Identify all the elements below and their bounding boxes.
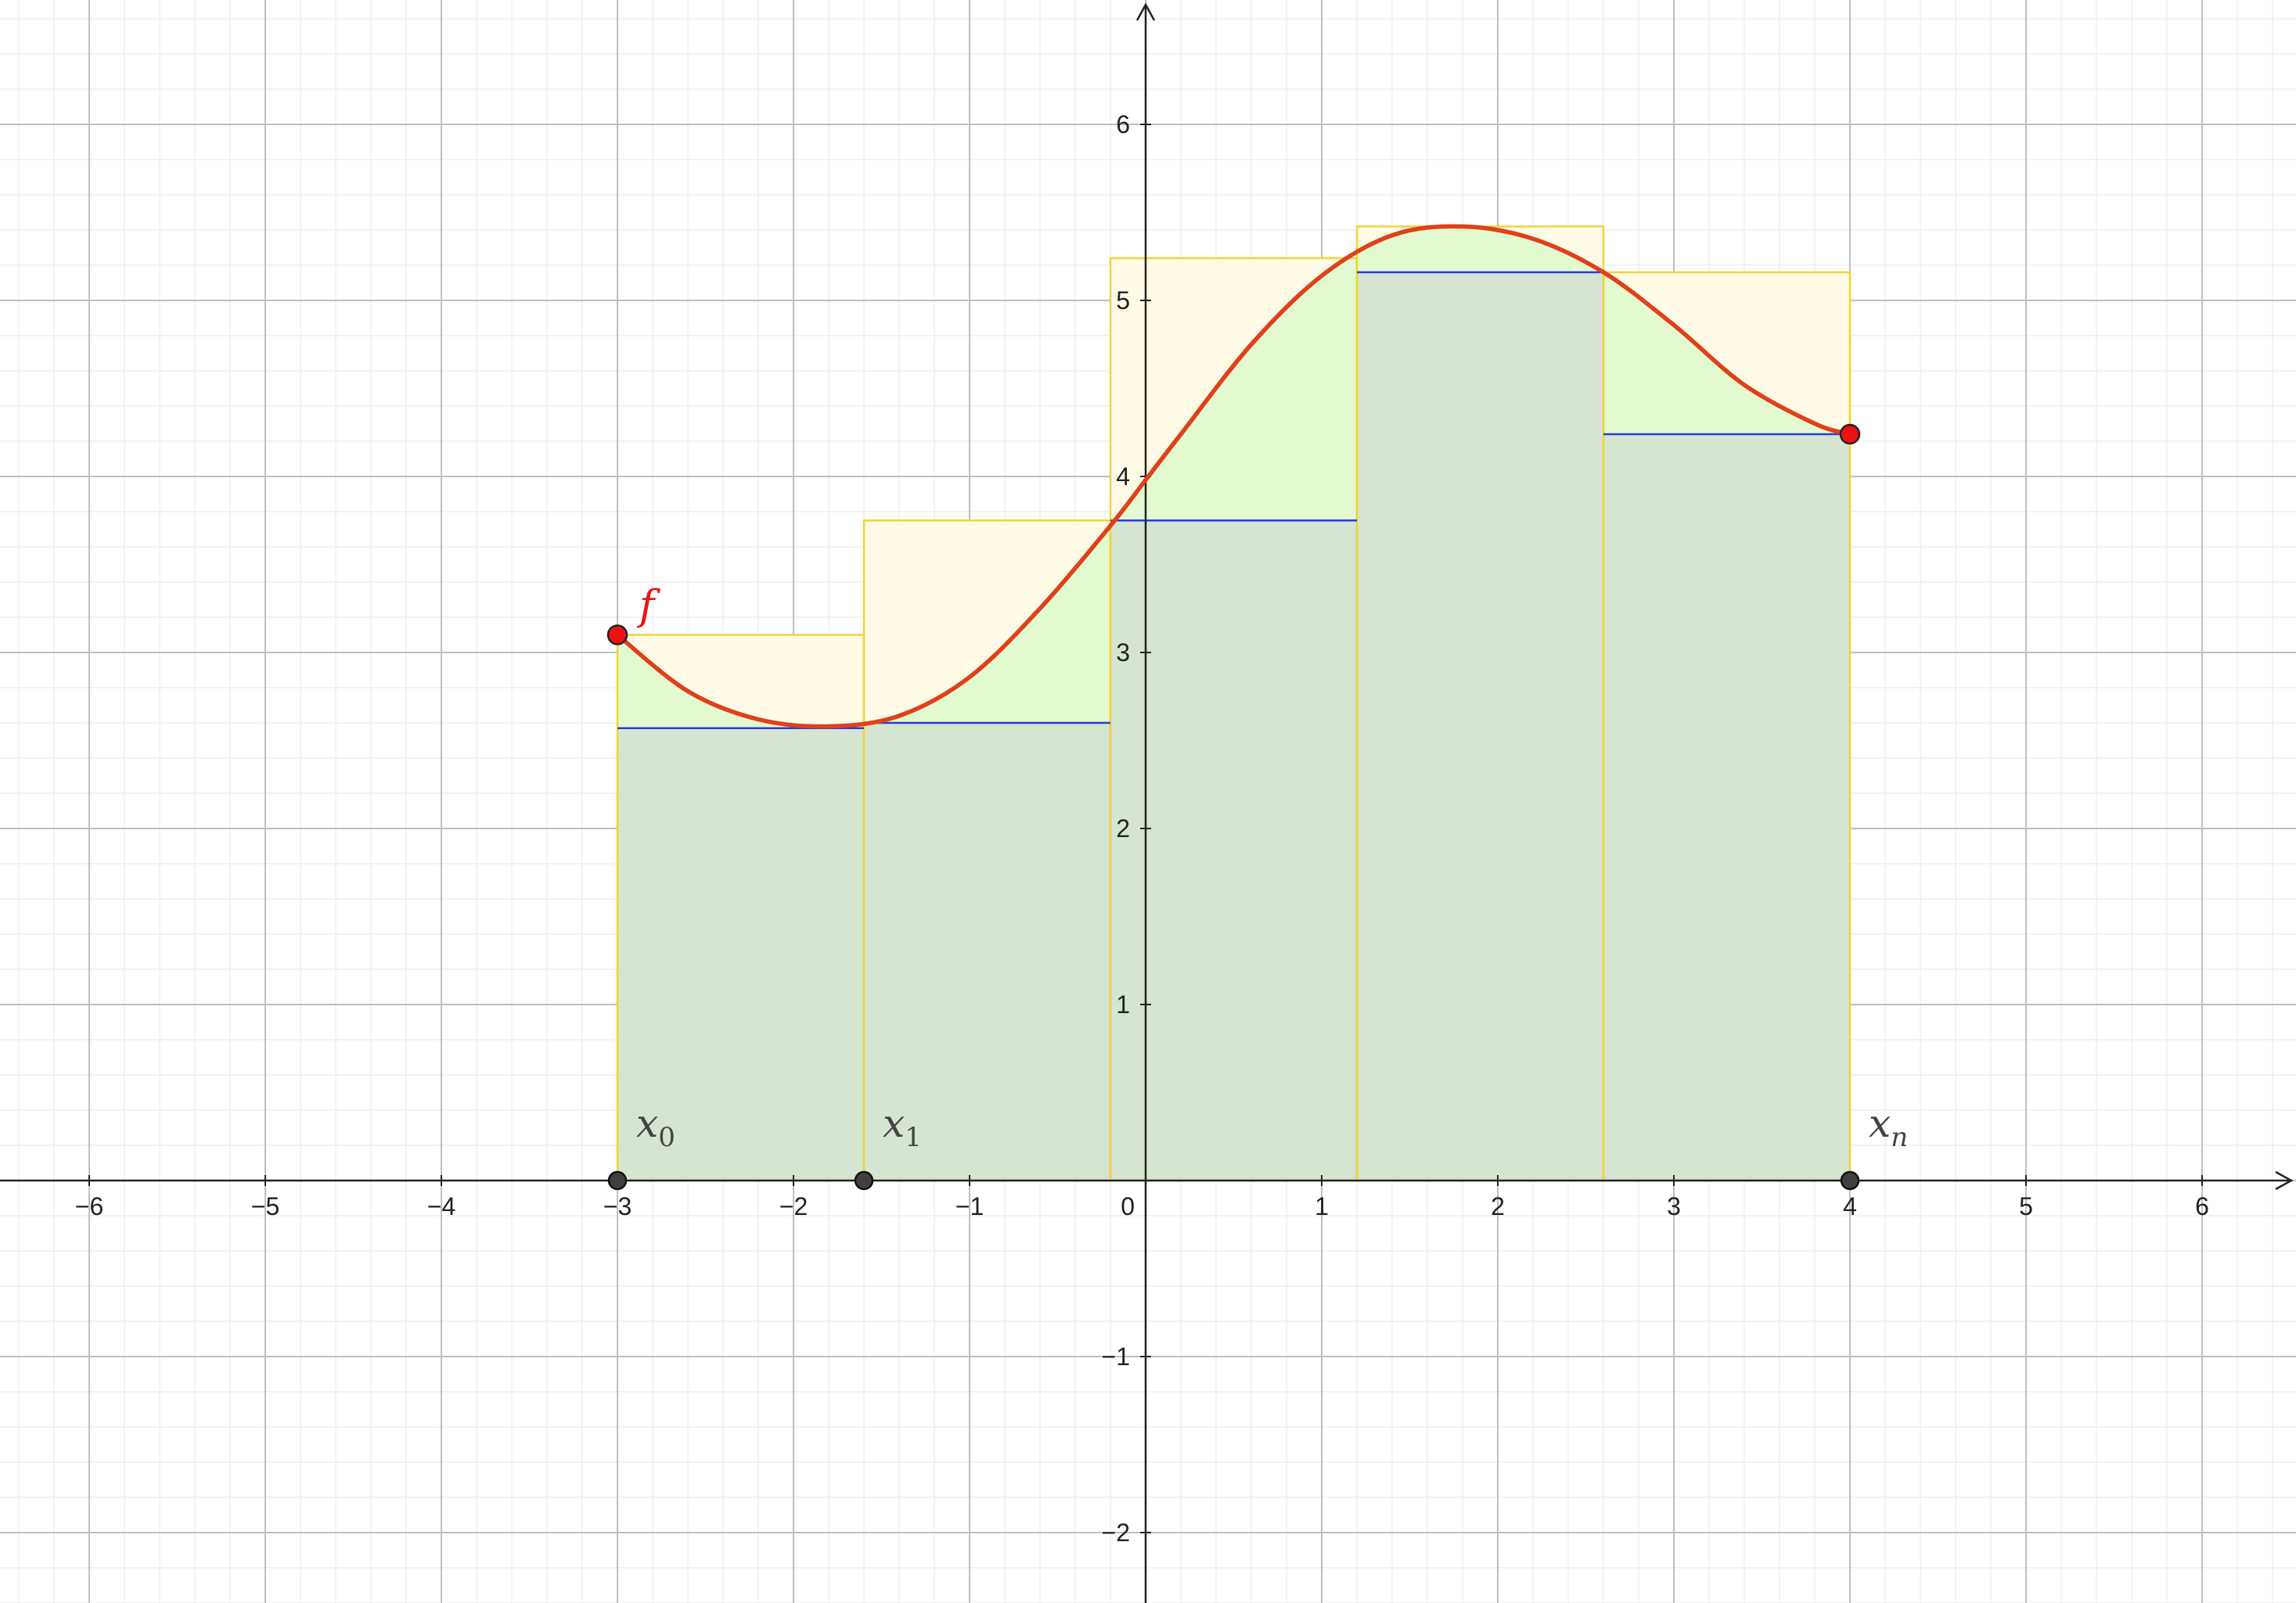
lower-sum-rectangles: [617, 272, 1850, 1181]
lower-sum-rect: [1357, 272, 1603, 1181]
x-tick-label: −2: [779, 1192, 808, 1220]
partition-point: [1840, 1170, 1860, 1191]
x-tick-label: −4: [427, 1192, 455, 1220]
partition-point-label: x1: [883, 1101, 922, 1153]
x-tick-label: 2: [1491, 1192, 1505, 1220]
y-tick-label: 1: [1116, 990, 1130, 1019]
point-labels: f x0 x1 xn: [636, 583, 1908, 1154]
y-tick-label: −2: [1102, 1519, 1130, 1547]
function-endpoint: [606, 624, 628, 645]
y-tick-label: −1: [1102, 1342, 1130, 1371]
x-tick-label: −3: [603, 1192, 632, 1220]
partition-point: [607, 1170, 628, 1191]
function-endpoint: [1839, 423, 1861, 445]
lower-sum-rect: [864, 723, 1110, 1181]
partition-point-label: xn: [1869, 1101, 1908, 1153]
y-tick-label: 3: [1116, 638, 1130, 667]
function-label: f: [636, 583, 660, 630]
lower-sum-rect: [1110, 520, 1357, 1181]
x-tick-label: 0: [1121, 1192, 1135, 1220]
x-tick-label: 6: [2195, 1192, 2209, 1220]
y-tick-label: 5: [1116, 286, 1130, 314]
y-tick-label: 6: [1116, 110, 1130, 138]
x-tick-label: −5: [251, 1192, 279, 1220]
x-tick-label: 3: [1667, 1192, 1681, 1220]
points: [606, 423, 1861, 1191]
y-tick-label: 4: [1116, 462, 1130, 491]
x-tick-label: 1: [1315, 1192, 1329, 1220]
partition-point-label: x0: [636, 1101, 675, 1153]
x-tick-label: −6: [75, 1192, 103, 1220]
x-tick-label: 5: [2019, 1192, 2033, 1220]
x-axis-arrow: [2275, 1170, 2294, 1191]
x-tick-label: 4: [1843, 1192, 1857, 1220]
tick-labels: −6 −5 −4 −3 −2 −1 0 1 2 3 4 5 6 −2 −1 1 2 3 4 5 6: [75, 110, 2209, 1547]
function-curve: [615, 224, 1852, 729]
y-axis-arrow: [1135, 2, 1156, 21]
partition-point: [854, 1170, 874, 1191]
x-tick-label: −1: [955, 1192, 984, 1220]
lower-sum-rect: [617, 728, 864, 1181]
lower-sum-rect: [1603, 434, 1850, 1181]
y-tick-label: 2: [1116, 814, 1130, 843]
